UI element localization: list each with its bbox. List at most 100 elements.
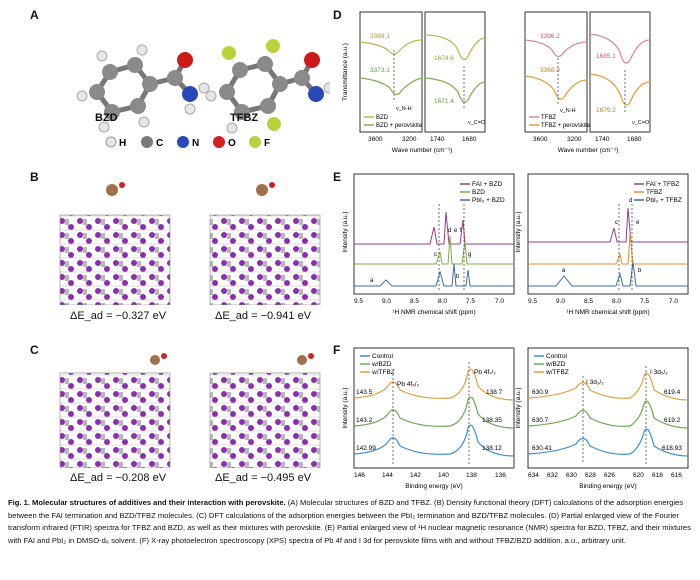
atom-legend-n: N [192,138,199,149]
ftir-frame-4 [589,11,651,133]
xps-right-tick-6: 620 [633,472,644,479]
atom-legend: H C N O F [105,134,325,155]
ftir-tfbz-pvk-curve-2 [589,73,651,106]
ftir-peak-tfbz-pvk-co: 1679.2 [596,107,616,114]
xps-pb-v4: 138.7 [486,389,503,396]
xps-right-tick-8: 616 [671,472,682,479]
nmr-ylabel-right: Intensity (a.u.) [515,211,522,252]
atom-legend-graphic: H C N O F [105,136,270,149]
ftir-tick-2: 3200 [402,136,417,143]
xps-left-legend-3: w/TFBZ [371,369,395,376]
ftir-legend-bzd: BZD [376,115,389,121]
figure-caption: Fig. 1. Molecular structures of additive… [8,497,692,547]
nmr-left-peak-b: b [456,274,460,280]
nmr-right-peak-e: e [636,220,640,226]
nmr-right-peak-c: c [615,220,618,226]
xps-right-tick-3: 630 [566,472,577,479]
xps-right-tick-1: 634 [528,472,539,479]
ftir-tick-4: 1680 [462,136,477,143]
xps-i-v5: 619.2 [664,417,681,424]
atom-legend-o: O [228,138,236,149]
xps-pb-peak-1: Pb 4f₅/₂ [397,381,420,388]
ftir-tick-1: 3600 [368,136,383,143]
ftir-tick-5: 3600 [533,136,548,143]
panel-b-label: B [30,170,39,184]
nmr-left-tick-2: 9.0 [382,298,391,305]
slab-tfbz-pbi2 [209,372,321,468]
ftir-co-label-left: ν_C=O [468,120,486,126]
xps-left-legend-1: Control [372,353,394,360]
xps-left-legend-2: w/BZD [371,361,392,368]
pbi2-termination-slabs [59,353,321,468]
ftir-frame-2 [424,11,486,133]
slab-tfbz-fai [209,214,321,305]
xps-ylabel-right: Intensity (a.u.) [515,387,522,428]
xps-right-tick-4: 628 [585,472,596,479]
ftir-bzd-pvk-curve-1 [359,77,423,96]
ftir-bzd-curve-2 [424,34,486,61]
panel-c-label: C [30,343,39,357]
nmr-left-peak-f: f [460,228,462,234]
nmr-left-legend-2: BZD [472,189,485,196]
xps-left-tick-1: 146 [354,472,365,479]
ftir-tfbz-pvk-curve-1 [524,75,588,100]
nmr-left-legend-3: PbI₂ + BZD [472,197,505,204]
bzd-molecule [76,44,210,133]
nmr-right-legend-3: PbI₂ + TFBZ [646,197,682,204]
nmr-left-tick-6: 7.0 [495,298,504,305]
xps-frame-right [527,347,689,469]
energy-c-tfbz: ΔE_ad = −0.495 eV [215,472,312,484]
xps-right-legend-1: Control [546,353,568,360]
nmr-frame-right [527,173,689,295]
nmr-left-tick-3: 8.5 [410,298,419,305]
tfbz-molecule [205,39,330,134]
ftir-peak-bzd-pvk-nh: 3373.1 [370,67,390,74]
xps-left-tick-5: 138 [466,472,477,479]
ftir-xlabel-right: Wave number (cm⁻¹) [558,147,619,154]
ftir-legend-bzd-pvk: BZD + perovskite [376,123,423,129]
nmr-panel: Intensity (a.u.) Intensity (a.u.) a b c … [342,173,689,316]
ftir-tick-8: 1680 [627,136,642,143]
nmr-right-tick-1: 9.5 [528,298,537,305]
xps-i-v3: 630.41 [532,445,552,452]
ftir-tfbz-curve-1 [524,39,588,58]
nmr-xlabel-right: ¹H NMR chemical shift (ppm) [566,309,649,316]
nmr-left-peak-e: e [454,228,458,234]
nmr-left-peak-a: a [370,278,374,284]
nmr-xlabel-left: ¹H NMR chemical shift (ppm) [392,309,475,316]
ftir-frame-3 [524,11,588,133]
nmr-right-legend-1: FAI + TFBZ [646,181,679,188]
xps-pb-v5: 138.35 [482,417,502,424]
nmr-left-peak-c: c [434,252,437,258]
xps-left-tick-2: 144 [382,472,393,479]
nmr-right-tick-2: 9.0 [556,298,565,305]
panel-d-label: D [333,8,342,22]
xps-i-v4: 619.4 [664,389,681,396]
ftir-co-label-right: ν_C=O [632,120,650,126]
nmr-left-tick-4: 8.0 [438,298,447,305]
xps-i-v2: 630.7 [532,417,549,424]
xps-pb-peak-2: Pb 4f₇/₂ [474,369,496,376]
nmr-left-peak-g: g [468,252,471,258]
xps-frame-left [353,347,515,469]
xps-pb-v1: 143.5 [356,389,373,396]
xps-pb-v2: 143.2 [356,417,373,424]
xps-right-tick-7: 618 [652,472,663,479]
atom-legend-c: C [156,138,163,149]
nmr-right-peak-b: b [638,268,642,274]
ftir-legend-tfbz-pvk: TFBZ + perovskite [541,123,591,129]
panel-e-label: E [333,170,342,184]
nmr-left-legend-1: FAI + BZD [472,181,502,188]
ftir-peak-tfbz-nh: 3396.2 [540,33,560,40]
ftir-panel: Transmittance (a.u.) 3389.1 3373.1 ν_N-H… [342,11,651,154]
nmr-right-peak-d: d [629,198,632,204]
ftir-peak-tfbz-co: 1685.1 [596,53,616,60]
slab-bzd-fai [59,214,171,305]
slab-bzd-pbi2 [59,372,171,468]
energy-c-bzd: ΔE_ad = −0.208 eV [70,472,167,484]
xps-right-legend-2: w/BZD [545,361,566,368]
panel-a-label: A [30,8,39,22]
xps-xlabel-left: Binding energy (eV) [405,483,462,490]
nmr-left-tick-5: 7.5 [466,298,475,305]
ftir-tfbz-curve-2 [589,33,651,64]
